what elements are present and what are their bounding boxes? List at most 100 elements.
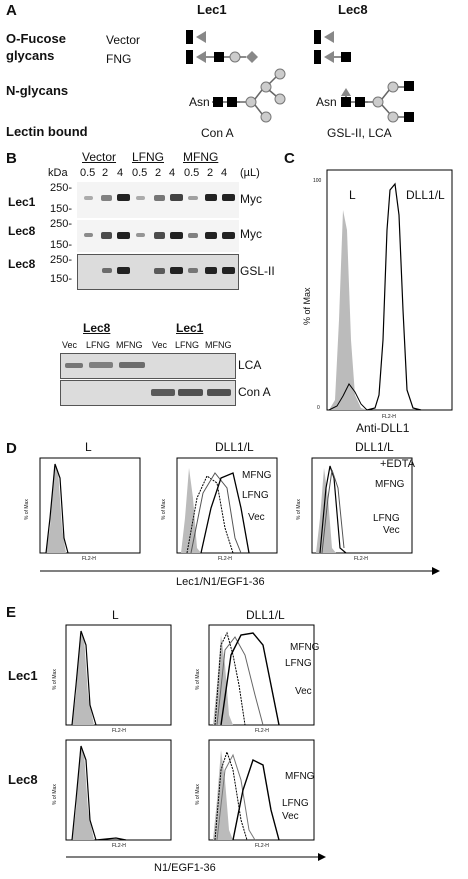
- e-xlabel: N1/EGF1-36: [154, 862, 216, 874]
- glcnac-square-icon: [404, 81, 414, 91]
- lower-lane-5: MFNG: [205, 340, 232, 350]
- e4-xsub: FL2-H: [255, 843, 269, 849]
- d1-ylabel: % of Max: [24, 499, 30, 520]
- mannose-circle-icon: [387, 111, 399, 123]
- e-axis-arrow: [66, 853, 326, 861]
- vol-1: 2: [102, 167, 109, 179]
- histogram-c: [326, 169, 453, 411]
- d2-label-lfng: LFNG: [242, 490, 269, 501]
- histogram-e1: [65, 624, 172, 726]
- blot-row2: [77, 220, 239, 252]
- kda-label: kDa: [48, 167, 68, 179]
- vol-4: 2: [155, 167, 162, 179]
- d3-label-mfng: MFNG: [375, 479, 405, 490]
- lower-group-lec8: Lec8: [83, 321, 111, 335]
- blot-row3: [77, 254, 239, 290]
- vector-label: Vector: [106, 33, 141, 47]
- fucose-bar-icon: [314, 30, 321, 44]
- edta-label: +EDTA: [380, 458, 415, 470]
- panel-e-letter: E: [6, 604, 17, 621]
- e-top-label-lfng: LFNG: [285, 658, 312, 669]
- lectin-lec8: GSL-II, LCA: [327, 126, 392, 140]
- mannose-circle-icon: [274, 68, 286, 80]
- blot-row2-cell: Lec8: [8, 224, 36, 238]
- e-bottom-label-mfng: MFNG: [285, 771, 315, 782]
- lower-lane-2: MFNG: [116, 340, 143, 350]
- galactose-circle-icon: [229, 51, 241, 63]
- ytick-0: 0: [317, 405, 320, 411]
- mannose-circle-icon: [260, 81, 272, 93]
- d2-ylabel: % of Max: [161, 499, 167, 520]
- row-label-nglycans: N-glycans: [6, 83, 69, 98]
- vol-3: 0.5: [132, 167, 148, 179]
- ytick-100: 100: [313, 178, 322, 184]
- histogram-c-l-line: [328, 383, 368, 411]
- e3-xsub: FL2-H: [112, 843, 126, 849]
- row-label-glycans: glycans: [6, 48, 55, 63]
- panel-c-letter: C: [284, 150, 295, 167]
- mannose-circle-icon: [372, 96, 384, 108]
- blot-lca: [60, 353, 236, 379]
- blot-cona: [60, 380, 236, 406]
- asn-label-lec8: Asn: [316, 95, 337, 109]
- blot-row1-probe: Myc: [240, 192, 262, 206]
- blot-row1-cell: Lec1: [8, 195, 36, 209]
- asn-label-lec1: Asn: [189, 95, 210, 109]
- lower-group-lec1: Lec1: [176, 321, 204, 335]
- d2-label-vec: Vec: [248, 512, 265, 523]
- glcnac-square-icon: [214, 52, 224, 62]
- ylabel-c: % of Max: [302, 287, 312, 325]
- e2-ylabel: % of Max: [195, 669, 201, 690]
- blot-row1-marker-bottom: 150-: [50, 203, 73, 215]
- vol-0: 0.5: [80, 167, 96, 179]
- d-plot3-title: DLL1/L: [355, 440, 394, 454]
- e-row-lec8: Lec8: [8, 772, 38, 787]
- vol-7: 2: [207, 167, 214, 179]
- d-plot1-title: L: [85, 440, 92, 454]
- fucose-triangle-icon: [324, 51, 334, 63]
- d3-label-lfng: LFNG: [373, 513, 400, 524]
- e4-ylabel: % of Max: [195, 784, 201, 805]
- e-col-dll1: DLL1/L: [246, 608, 285, 622]
- mannose-circle-icon: [387, 81, 399, 93]
- panel-a-letter: A: [6, 2, 17, 19]
- mannose-circle-icon: [274, 93, 286, 105]
- e3-ylabel: % of Max: [52, 784, 58, 805]
- fucose-bar-icon: [314, 50, 321, 64]
- histogram-c-l-filled: [329, 210, 367, 410]
- d3-label-vec: Vec: [383, 525, 400, 536]
- lower-lane-3: Vec: [152, 340, 168, 350]
- row-label-ofucose: O-Fucose: [6, 31, 66, 46]
- d3-ylabel: % of Max: [296, 499, 302, 520]
- row-label-lectin: Lectin bound: [6, 124, 88, 139]
- blot-row3-marker-bottom: 150-: [50, 273, 73, 285]
- fucose-bar-icon: [186, 30, 193, 44]
- glcnac-square-icon: [341, 97, 351, 107]
- sialic-acid-diamond-icon: [246, 51, 258, 63]
- d-xlabel: Lec1/N1/EGF1-36: [176, 576, 265, 588]
- vol-6: 0.5: [184, 167, 200, 179]
- e-bottom-label-lfng: LFNG: [282, 798, 309, 809]
- fucose-triangle-icon: [196, 31, 206, 43]
- blot-row1-marker-top: 250-: [50, 182, 73, 194]
- fucose-triangle-icon: [196, 51, 206, 63]
- fucose-triangle-icon: [324, 31, 334, 43]
- d2-label-mfng: MFNG: [242, 470, 272, 481]
- lectin-lec1: Con A: [201, 126, 234, 140]
- xlabel-c: Anti-DLL1: [356, 421, 410, 435]
- histogram-e3: [65, 739, 172, 841]
- group-vector: Vector: [82, 150, 117, 164]
- col-header-lec1: Lec1: [197, 2, 227, 17]
- histogram-d1: [39, 457, 141, 554]
- label-l: L: [349, 188, 356, 202]
- label-dll1: DLL1/L: [406, 188, 445, 202]
- histogram-d3: [311, 457, 413, 554]
- e1-xsub: FL2-H: [112, 728, 126, 734]
- d2-xsub: FL2-H: [218, 556, 232, 562]
- histogram-e4: [208, 739, 315, 841]
- d-plot2-title: DLL1/L: [215, 440, 254, 454]
- glcnac-square-icon: [213, 97, 223, 107]
- lower-lane-1: LFNG: [86, 340, 111, 350]
- panel-b-letter: B: [6, 150, 17, 167]
- vol-2: 4: [117, 167, 124, 179]
